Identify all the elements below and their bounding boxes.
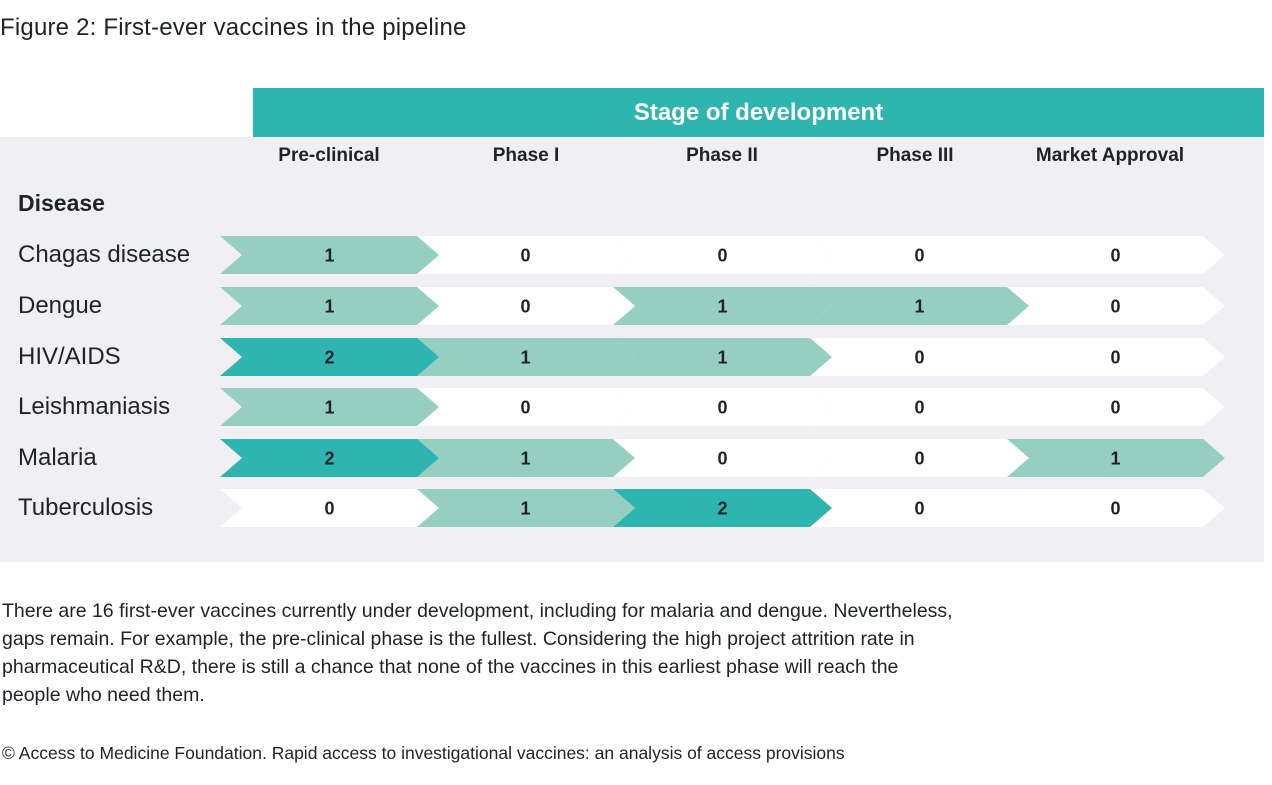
cell-chevron-malaria-phase-iii [810, 439, 1029, 477]
stage-header: Stage of development [253, 88, 1264, 137]
cell-value-tuberculosis-phase-i: 1 [520, 499, 530, 519]
cell-value-leishmaniasis-market-approval: 0 [1110, 398, 1120, 418]
cell-chevron-dengue-phase-ii [613, 287, 832, 325]
cell-chevron-malaria-pre-clinical [220, 439, 439, 477]
cell-chevron-tuberculosis-phase-iii [810, 489, 1029, 527]
cell-chevron-malaria-phase-i [416, 439, 635, 477]
cell-chevron-dengue-phase-iii [810, 287, 1029, 325]
cell-value-chagas-disease-phase-i: 0 [520, 246, 530, 266]
column-header-phase-3: Phase III [876, 145, 954, 166]
cell-value-hiv-aids-phase-iii: 0 [914, 348, 924, 368]
cell-chevron-hiv-aids-phase-ii [613, 338, 832, 376]
cell-value-chagas-disease-phase-iii: 0 [914, 246, 924, 266]
cell-value-tuberculosis-phase-iii: 0 [914, 499, 924, 519]
cell-chevron-dengue-market-approval [1006, 287, 1225, 325]
cell-chevron-chagas-disease-phase-ii [613, 236, 832, 274]
column-header-phase-2: Phase II [686, 145, 758, 166]
cell-value-dengue-phase-ii: 1 [717, 297, 727, 317]
cell-value-leishmaniasis-phase-i: 0 [520, 398, 530, 418]
cell-chevron-hiv-aids-pre-clinical [220, 338, 439, 376]
cell-value-leishmaniasis-phase-ii: 0 [717, 398, 727, 418]
cell-chevron-malaria-phase-ii [613, 439, 832, 477]
row-label-leishmaniasis: Leishmaniasis [18, 393, 171, 420]
cell-chevron-leishmaniasis-phase-iii [810, 388, 1029, 426]
cell-chevron-leishmaniasis-phase-i [416, 388, 635, 426]
cell-chevron-chagas-disease-phase-iii [810, 236, 1029, 274]
cell-value-malaria-market-approval: 1 [1110, 449, 1120, 469]
cell-chevron-leishmaniasis-market-approval [1006, 388, 1225, 426]
cell-chevron-leishmaniasis-pre-clinical [220, 388, 439, 426]
cell-chevron-tuberculosis-phase-i [416, 489, 635, 527]
cell-chevron-chagas-disease-phase-i [416, 236, 635, 274]
cell-chevron-tuberculosis-phase-ii [613, 489, 832, 527]
cell-value-chagas-disease-pre-clinical: 1 [324, 246, 334, 266]
cell-value-dengue-market-approval: 0 [1110, 297, 1120, 317]
cell-value-leishmaniasis-phase-iii: 0 [914, 398, 924, 418]
cell-chevron-tuberculosis-pre-clinical [220, 489, 439, 527]
cell-chevron-dengue-phase-i [416, 287, 635, 325]
figure-title: Figure 2: First-ever vaccines in the pip… [0, 14, 467, 41]
row-label-chagas: Chagas disease [18, 241, 191, 268]
cell-chevron-malaria-market-approval [1006, 439, 1225, 477]
cell-value-chagas-disease-market-approval: 0 [1110, 246, 1120, 266]
cell-value-hiv-aids-phase-ii: 1 [717, 348, 727, 368]
cell-value-tuberculosis-phase-ii: 2 [717, 499, 727, 519]
cell-value-malaria-pre-clinical: 2 [324, 449, 334, 469]
column-header-pre-clinical: Pre-clinical [278, 145, 380, 166]
cell-value-chagas-disease-phase-ii: 0 [717, 246, 727, 266]
row-label-hiv-aids: HIV/AIDS [18, 343, 121, 370]
cell-value-hiv-aids-market-approval: 0 [1110, 348, 1120, 368]
row-label-dengue: Dengue [18, 292, 103, 319]
cell-chevron-hiv-aids-phase-iii [810, 338, 1029, 376]
column-header-market-approval: Market Approval [1035, 145, 1185, 166]
cell-chevron-dengue-pre-clinical [220, 287, 439, 325]
cell-value-hiv-aids-pre-clinical: 2 [324, 348, 334, 368]
figure-credit: © Access to Medicine Foundation. Rapid a… [2, 743, 845, 763]
row-label-malaria: Malaria [18, 444, 97, 471]
cell-value-hiv-aids-phase-i: 1 [520, 348, 530, 368]
cell-chevron-hiv-aids-phase-i [416, 338, 635, 376]
cell-value-malaria-phase-iii: 0 [914, 449, 924, 469]
figure-note: There are 16 first-ever vaccines current… [2, 600, 953, 706]
cell-chevron-chagas-disease-market-approval [1006, 236, 1225, 274]
cell-chevron-leishmaniasis-phase-ii [613, 388, 832, 426]
disease-column-header: Disease [18, 190, 105, 216]
cell-value-dengue-phase-iii: 1 [914, 297, 924, 317]
cell-chevron-tuberculosis-market-approval [1006, 489, 1225, 527]
cell-value-leishmaniasis-pre-clinical: 1 [324, 398, 334, 418]
stage-header-label: Stage of development [633, 98, 884, 126]
cell-value-tuberculosis-pre-clinical: 0 [324, 499, 334, 519]
cell-value-dengue-pre-clinical: 1 [324, 297, 334, 317]
row-label-tuberculosis: Tuberculosis [18, 494, 154, 521]
cell-chevron-chagas-disease-pre-clinical [220, 236, 439, 274]
cell-value-dengue-phase-i: 0 [520, 297, 530, 317]
column-header-phase-1: Phase I [492, 145, 560, 166]
cell-value-malaria-phase-ii: 0 [717, 449, 727, 469]
cell-chevron-hiv-aids-market-approval [1006, 338, 1225, 376]
cell-value-malaria-phase-i: 1 [520, 449, 530, 469]
cell-value-tuberculosis-market-approval: 0 [1110, 499, 1120, 519]
